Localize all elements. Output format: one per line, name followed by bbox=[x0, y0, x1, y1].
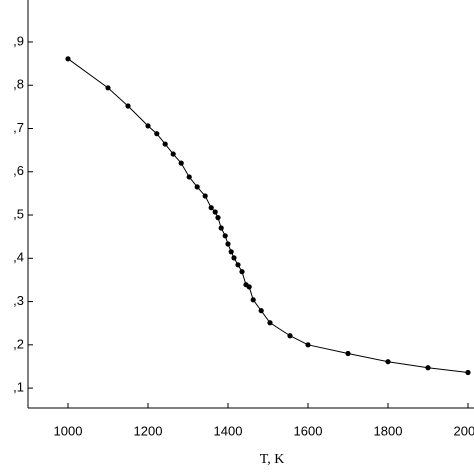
y-tick-label: ,8 bbox=[13, 77, 24, 92]
y-tick-label: ,7 bbox=[13, 120, 24, 135]
point bbox=[246, 284, 252, 290]
point bbox=[105, 85, 111, 91]
point bbox=[305, 342, 311, 348]
point bbox=[218, 225, 224, 231]
point bbox=[231, 255, 237, 261]
point bbox=[258, 308, 264, 314]
point bbox=[228, 249, 234, 255]
y-tick-label: ,2 bbox=[13, 336, 24, 351]
point bbox=[345, 350, 351, 357]
point bbox=[239, 269, 245, 275]
point bbox=[250, 297, 256, 303]
y-tick-label: ,5 bbox=[13, 206, 24, 221]
point bbox=[287, 333, 293, 339]
point bbox=[208, 205, 214, 211]
point bbox=[202, 193, 208, 199]
point bbox=[235, 262, 241, 268]
point bbox=[465, 369, 471, 376]
point bbox=[222, 233, 228, 239]
x-tick-label: 1800 bbox=[374, 423, 403, 438]
point bbox=[170, 151, 176, 157]
y-tick-label: ,9 bbox=[13, 33, 24, 48]
point bbox=[215, 215, 221, 221]
point bbox=[267, 320, 273, 326]
x-tick-label: 1400 bbox=[214, 423, 243, 438]
x-tick-label: 2000 bbox=[454, 423, 474, 438]
y-tick-label: ,6 bbox=[13, 163, 24, 178]
point bbox=[385, 359, 391, 365]
point bbox=[225, 241, 231, 247]
point bbox=[178, 160, 184, 166]
point bbox=[194, 184, 200, 190]
x-tick-label: 1200 bbox=[134, 423, 163, 438]
x-tick-label: 1600 bbox=[294, 423, 323, 438]
point bbox=[125, 103, 131, 109]
y-tick-label: ,4 bbox=[13, 250, 24, 265]
point bbox=[65, 56, 71, 62]
point bbox=[425, 365, 431, 371]
y-tick-label: ,3 bbox=[13, 293, 24, 308]
point bbox=[154, 131, 160, 137]
point bbox=[212, 209, 218, 215]
y-tick-label: ,1 bbox=[13, 380, 24, 395]
point bbox=[145, 123, 151, 129]
x-axis-title: T, K bbox=[260, 452, 285, 467]
point bbox=[186, 174, 192, 180]
point bbox=[162, 141, 168, 147]
x-tick-label: 1000 bbox=[54, 423, 83, 438]
